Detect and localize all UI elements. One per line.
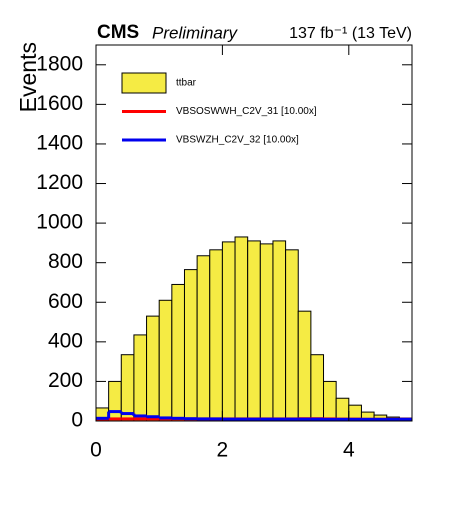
y-tick-label: 600 (48, 290, 83, 313)
bar (297, 310, 312, 422)
x-tick-label: 4 (343, 439, 355, 462)
y-tick-label: 0 (71, 409, 83, 432)
bar (259, 243, 274, 422)
y-tick-label: 1200 (36, 171, 83, 194)
bar (335, 397, 350, 422)
bar (247, 240, 261, 422)
y-tick-label: 1600 (36, 92, 83, 115)
bar (285, 249, 299, 422)
y-tick-label: 800 (48, 250, 83, 273)
bar (171, 283, 185, 422)
bar (183, 269, 198, 422)
bar (158, 299, 173, 422)
lumi: 137 fb⁻¹ (13 TeV) (289, 25, 412, 42)
x-tick-label: 0 (90, 439, 102, 462)
bar (272, 240, 287, 422)
legend-label: VBSWZH_C2V_32 [10.00x] (176, 135, 299, 146)
legend-swatch (121, 72, 167, 94)
bar (196, 255, 211, 422)
bar (234, 236, 249, 422)
bar (146, 315, 160, 422)
bar (209, 249, 223, 422)
y-tick-label: 1000 (36, 211, 83, 234)
y-tick-label: 1800 (36, 52, 83, 75)
bar (133, 334, 148, 422)
y-axis-label: Events (15, 42, 41, 112)
bar (323, 380, 337, 422)
bar (108, 380, 122, 422)
x-tick-label: 2 (217, 439, 229, 462)
bar (120, 354, 135, 422)
legend-label: VBSOSWWH_C2V_31 [10.00x] (176, 106, 317, 117)
legend-label: ttbar (176, 78, 197, 89)
bar (310, 354, 325, 422)
y-tick-label: 1400 (36, 131, 83, 154)
status: Preliminary (152, 23, 239, 42)
y-tick-label: 400 (48, 329, 83, 352)
experiment: CMS (97, 22, 139, 43)
plot-frame (95, 44, 413, 422)
bar (221, 241, 236, 422)
y-tick-label: 200 (48, 369, 83, 392)
